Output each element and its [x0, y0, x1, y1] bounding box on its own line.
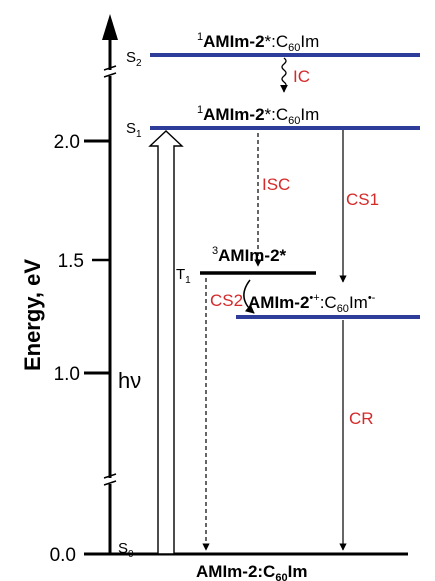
ic-arrow — [280, 57, 288, 93]
isc-label: ISC — [262, 175, 290, 194]
tick-0-0: 0.0 — [50, 545, 110, 566]
y-axis-arrow — [102, 14, 118, 40]
level-s2-label: 1AMIm-2*:C60Im — [197, 31, 319, 54]
axis-break-top — [103, 65, 117, 78]
state-s0: S0 — [118, 540, 134, 560]
tick-1-0: 1.0 — [54, 364, 110, 385]
cs1-label: CS1 — [346, 190, 379, 209]
tick-2-0: 2.0 — [54, 132, 110, 153]
state-s2: S2 — [126, 49, 142, 69]
axis-title: Energy, eV — [20, 259, 45, 371]
cr-label: CR — [349, 409, 374, 428]
tick-label-1-5: 1.5 — [58, 251, 84, 272]
axis-break-bottom — [103, 473, 117, 486]
tick-label-2-0: 2.0 — [54, 132, 80, 153]
state-s1: S1 — [126, 120, 142, 140]
ic-label: IC — [293, 67, 310, 86]
cs2-label: CS2 — [210, 291, 243, 310]
state-t1: T1 — [176, 266, 191, 286]
tick-label-1-0: 1.0 — [54, 364, 80, 385]
level-cs-label: AMIm-2•+:C60Im•- — [248, 292, 376, 315]
level-t1-label: 3AMIm-2* — [212, 245, 287, 265]
tick-1-5: 1.5 — [58, 251, 110, 272]
cs2-arrow — [243, 279, 255, 314]
tick-label-0-0: 0.0 — [50, 545, 76, 566]
ground-state-label: AMIm-2:C60Im — [196, 562, 307, 581]
excitation-arrow — [148, 130, 184, 555]
level-s1-label: 1AMIm-2*:C60Im — [197, 104, 319, 127]
hv-label: hν — [118, 368, 141, 393]
